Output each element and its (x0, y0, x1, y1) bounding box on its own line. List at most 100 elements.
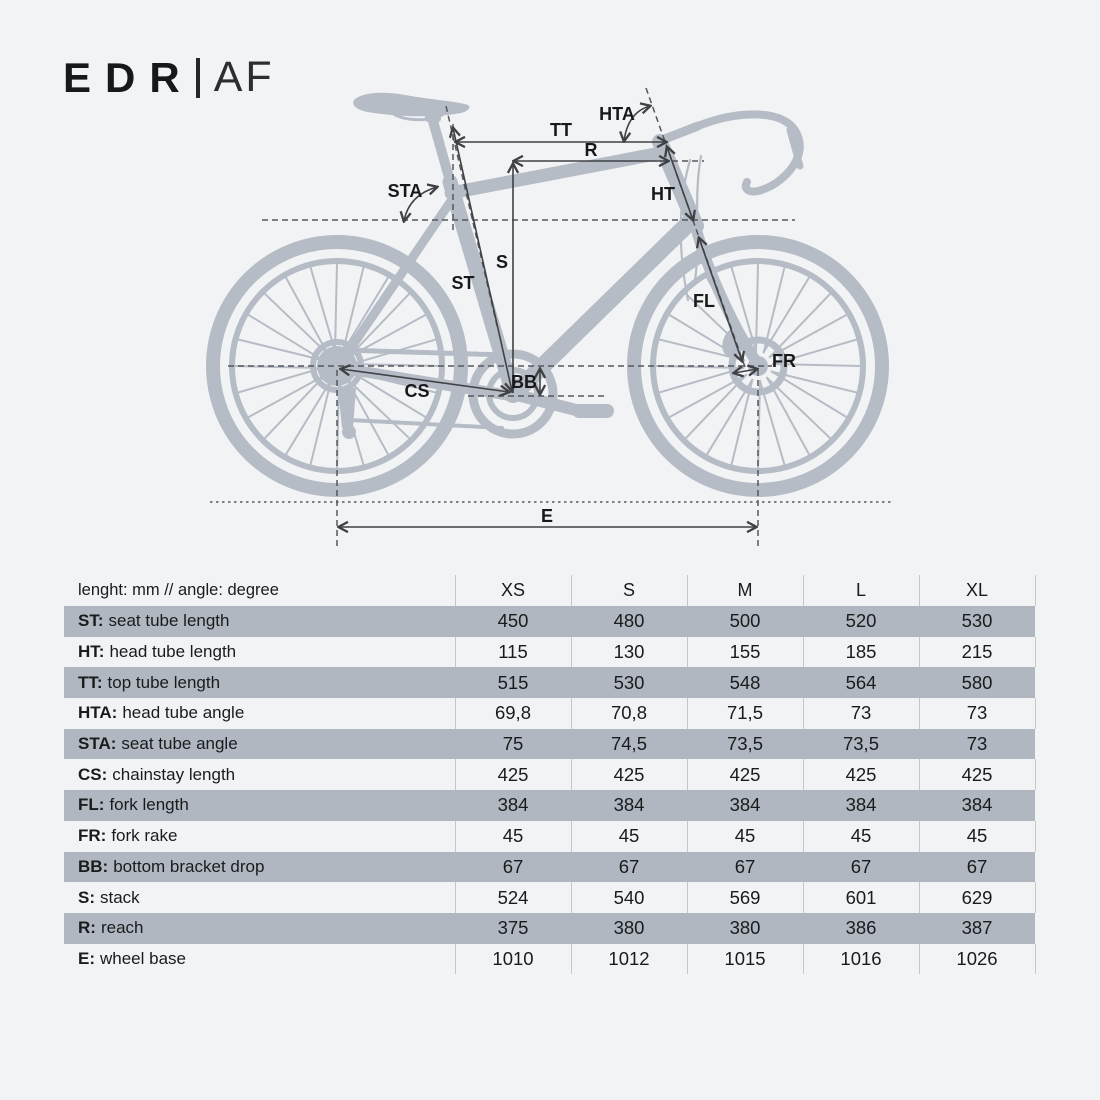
cell-value: 386 (845, 917, 877, 939)
cell-value: 425 (918, 759, 1036, 791)
cs-label: CS (404, 381, 429, 401)
ht-measure (667, 147, 693, 220)
cell-value: 70,8 (570, 698, 687, 729)
saddle-rails (390, 111, 444, 122)
table-row: TT: top tube length 515 530 548 564 580 (64, 667, 1035, 699)
crank-arm (507, 388, 590, 418)
fr-measure (734, 369, 757, 373)
cell-value: 520 (845, 610, 877, 632)
row-label: ST: seat tube length (78, 611, 230, 631)
cell-value: 384 (613, 794, 645, 816)
rear-derailleur (338, 388, 356, 428)
cell-value: 67 (734, 855, 756, 877)
cell-value: 530 (613, 671, 645, 693)
brand-name: EDR (63, 53, 194, 101)
cell-value: 67 (502, 855, 524, 877)
cell-value: 115 (454, 636, 571, 668)
diagram-labels: STA TT HTA R HT S ST FL FR BB CS E (388, 104, 796, 526)
top-tube (444, 145, 673, 200)
cell-value: 629 (918, 882, 1036, 913)
cell-value: 69,8 (454, 698, 571, 729)
size-column-xs: XS (454, 575, 571, 606)
bb-label: BB (511, 372, 537, 392)
table-row: HT: head tube length 115 130 155 185 215 (64, 636, 1036, 668)
cell-value: 425 (802, 759, 919, 791)
table-row: S: stack 524 540 569 601 629 (64, 882, 1036, 913)
table-row: FR: fork rake 45 45 45 45 45 (64, 820, 1036, 852)
cell-value: 384 (961, 794, 993, 816)
cell-value: 1016 (802, 943, 919, 975)
cell-value: 45 (454, 820, 571, 852)
handlebar (679, 110, 804, 302)
measurement-arrows (339, 106, 757, 527)
cell-value: 74,5 (610, 733, 647, 755)
st-label: ST (451, 273, 474, 293)
table-row: HTA: head tube angle 69,8 70,8 71,5 73 73 (64, 698, 1036, 729)
table-row: R: reach 375 380 380 386 387 (64, 912, 1035, 944)
row-label: FL: fork length (78, 795, 189, 815)
sta-label: STA (388, 181, 423, 201)
row-label: BB: bottom bracket drop (78, 856, 265, 876)
units-note: lenght: mm // angle: degree (78, 581, 279, 599)
cell-value: 580 (961, 671, 993, 693)
bike-geometry-diagram: STA TT HTA R HT S ST FL FR BB CS E (206, 87, 893, 549)
cell-value: 45 (802, 820, 919, 852)
cell-value: 185 (802, 636, 919, 668)
row-label: HTA: head tube angle (78, 703, 245, 723)
cell-value: 155 (686, 636, 803, 668)
cell-value: 500 (729, 610, 761, 632)
row-label: CS: chainstay length (78, 764, 236, 784)
s-label: S (496, 252, 508, 272)
cell-value: 384 (845, 794, 877, 816)
title-separator (195, 57, 200, 98)
table-row: FL: fork length 384 384 384 384 384 (64, 790, 1035, 821)
e-label: E (541, 506, 553, 526)
geometry-table: lenght: mm // angle: degree XS S M L XL … (64, 575, 1036, 975)
size-column-xl: XL (918, 575, 1036, 606)
cell-value: 548 (729, 671, 761, 693)
hta-angle-arc (624, 106, 650, 141)
cell-value: 387 (961, 917, 993, 939)
table-row: ST: seat tube length 450 480 500 520 530 (64, 606, 1035, 637)
row-label: R: reach (78, 918, 144, 938)
st-measure (453, 128, 512, 391)
cell-value: 73,5 (726, 733, 763, 755)
table-row: CS: chainstay length 425 425 425 425 425 (64, 759, 1036, 791)
fl-measure (699, 238, 742, 361)
row-label: S: stack (78, 887, 140, 907)
row-label: STA: seat tube angle (78, 734, 238, 754)
cell-value: 1012 (570, 943, 687, 975)
size-column-l: L (802, 575, 919, 606)
cell-value: 67 (966, 855, 988, 877)
row-label: TT: top tube length (78, 672, 221, 692)
cell-value: 601 (802, 882, 919, 913)
cell-value: 45 (570, 820, 687, 852)
cell-value: 425 (454, 759, 571, 791)
cell-value: 215 (918, 636, 1036, 668)
fr-label: FR (772, 351, 796, 371)
cell-value: 73 (966, 733, 988, 755)
cell-value: 45 (686, 820, 803, 852)
cell-value: 380 (729, 917, 761, 939)
size-column-s: S (570, 575, 687, 606)
cell-value: 73,5 (842, 733, 879, 755)
pedal (572, 404, 614, 418)
cs-measure (341, 369, 509, 392)
stem (657, 121, 703, 145)
table-row: BB: bottom bracket drop 67 67 67 67 67 (64, 851, 1035, 883)
seatstay-tube (335, 193, 458, 369)
row-label: FR: fork rake (78, 826, 178, 846)
cell-value: 540 (570, 882, 687, 913)
bike-silhouette (206, 92, 889, 497)
hta-label: HTA (599, 104, 635, 124)
size-column-m: M (686, 575, 803, 606)
fl-label: FL (693, 291, 715, 311)
cell-value: 564 (845, 671, 877, 693)
cell-value: 67 (618, 855, 640, 877)
brake-lever (786, 126, 804, 170)
cell-value: 67 (850, 855, 872, 877)
cell-value: 73 (918, 698, 1036, 729)
cell-value: 480 (613, 610, 645, 632)
model-name: AF (213, 53, 275, 101)
table-row: E: wheel base 1010 1012 1015 1016 1026 (64, 943, 1036, 975)
